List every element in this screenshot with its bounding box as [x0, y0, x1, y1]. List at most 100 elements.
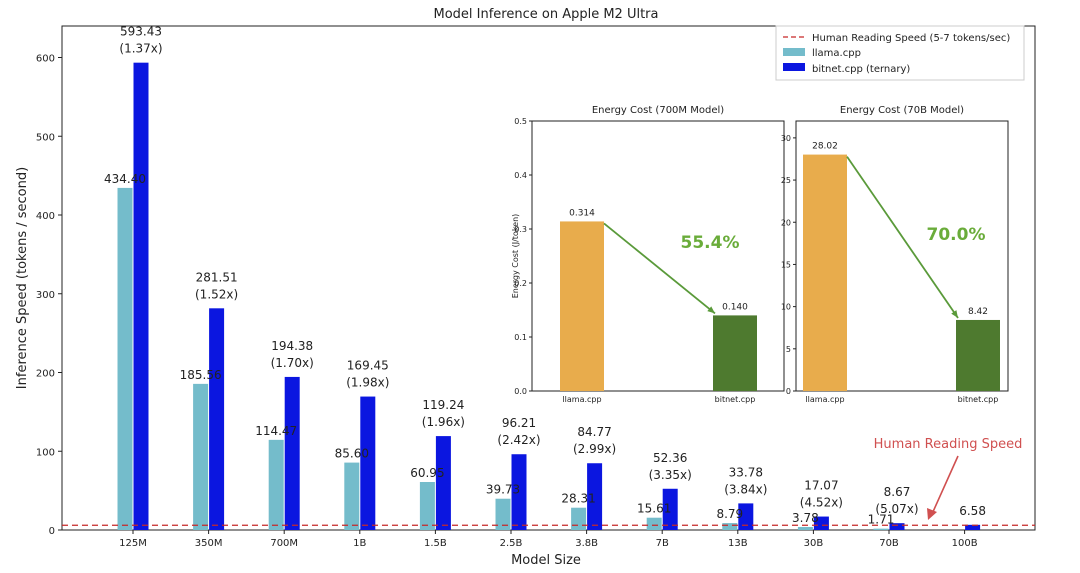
- inset-bar-label: 8.42: [968, 307, 988, 317]
- bar-label-llama-cpp: 1.71: [868, 513, 895, 527]
- inset-y-tick-label: 0: [786, 387, 791, 396]
- bar-label-bitnet-cpp: 96.21: [502, 416, 536, 430]
- bar-label-bitnet-cpp: 194.38: [271, 339, 313, 353]
- y-tick-label: 100: [36, 447, 55, 458]
- legend: Human Reading Speed (5-7 tokens/sec) lla…: [775, 25, 1025, 81]
- inset-bar-bitnet-cpp: [713, 315, 757, 391]
- bar-label-bitnet-cpp: 33.78: [729, 465, 763, 479]
- x-tick-label: 350M: [195, 538, 223, 549]
- inset-reduction-arrow: [603, 222, 716, 315]
- energy-cost-inset-1: Energy Cost (700M Model) 0.0 0.1 0.2 0.3 0.4 0…: [511, 105, 785, 404]
- bar-bitnet-cpp: [511, 454, 527, 530]
- bar-llama-cpp: [646, 517, 662, 530]
- bar-bitnet-cpp: [587, 463, 603, 530]
- inset-bar-bitnet-cpp: [956, 319, 1000, 391]
- legend-label-llama: llama.cpp: [812, 48, 861, 59]
- inset-y-tick-label: 20: [781, 218, 791, 227]
- inset-y-axis-label: Energy Cost (J/token): [511, 214, 520, 299]
- bar-bitnet-cpp: [889, 523, 905, 530]
- bar-llama-cpp: [419, 482, 435, 530]
- y-tick-label: 300: [36, 290, 55, 301]
- inset-y-tick-label: 0.2: [514, 279, 527, 288]
- y-axis-label: Inference Speed (tokens / second): [15, 167, 30, 389]
- bar-label-llama-cpp: 114.47: [255, 424, 297, 438]
- bar-label-bitnet-cpp: 281.51: [196, 270, 238, 284]
- legend-label-reference: Human Reading Speed (5-7 tokens/sec): [812, 33, 1010, 44]
- inset-y-tick-label: 5: [786, 345, 791, 354]
- inset-reduction-arrow-head: [951, 310, 958, 318]
- inset-bar-llama-cpp: [560, 221, 604, 391]
- inset-y-tick-label: 25: [781, 176, 791, 185]
- x-tick-label: 1B: [353, 538, 366, 549]
- bar-speedup-label: (1.96x): [422, 415, 465, 429]
- x-tick-label: 125M: [119, 538, 147, 549]
- bar-bitnet-cpp: [435, 436, 451, 530]
- inset-title: Energy Cost (700M Model): [592, 105, 724, 116]
- bar-llama-cpp: [268, 439, 284, 530]
- legend-frame: [775, 25, 1025, 81]
- bar-label-llama-cpp: 85.60: [335, 447, 369, 461]
- bar-llama-cpp: [344, 462, 360, 530]
- bar-label-llama-cpp: 28.31: [561, 492, 595, 506]
- inset-y-tick-label: 0.5: [514, 117, 527, 126]
- human-reading-speed-annotation: Human Reading Speed: [874, 437, 1023, 452]
- annotation-arrow-shaft: [931, 455, 959, 515]
- y-tick-label: 200: [36, 369, 55, 380]
- inset-y-tick-label: 30: [781, 134, 791, 143]
- x-axis-label: Model Size: [511, 553, 581, 568]
- bar-llama-cpp: [193, 383, 209, 530]
- bar-speedup-label: (3.35x): [649, 468, 692, 482]
- x-tick-label: 2.5B: [500, 538, 523, 549]
- inset-y-tick-label: 0.4: [514, 171, 527, 180]
- bar-bitnet-cpp: [965, 524, 981, 530]
- inset-reduction-label: 70.0%: [927, 225, 986, 245]
- bar-bitnet-cpp: [738, 503, 754, 530]
- inset-bar-label: 0.314: [569, 208, 595, 218]
- y-tick-label: 500: [36, 132, 55, 143]
- x-tick-label: 7B: [656, 538, 669, 549]
- bar-bitnet-cpp: [209, 308, 225, 530]
- inset-reduction-arrow-head: [707, 306, 715, 314]
- legend-swatch-bitnet: [783, 63, 805, 71]
- inset-x-tick-label: bitnet.cpp: [715, 395, 756, 404]
- bar-label-bitnet-cpp: 8.67: [884, 485, 911, 499]
- y-tick-label: 600: [36, 54, 55, 65]
- bar-bitnet-cpp: [133, 62, 149, 530]
- x-tick-label: 70B: [879, 538, 899, 549]
- x-tick-label: 3.8B: [575, 538, 598, 549]
- bar-llama-cpp: [571, 507, 587, 530]
- bar-speedup-label: (1.52x): [195, 287, 238, 301]
- legend-swatch-llama: [783, 48, 805, 56]
- inset-y-tick-label: 15: [781, 260, 791, 269]
- x-tick-label: 30B: [804, 538, 824, 549]
- bar-speedup-label: (2.42x): [497, 433, 540, 447]
- bar-bitnet-cpp: [360, 396, 376, 530]
- inset-x-tick-label: llama.cpp: [805, 395, 844, 404]
- bar-llama-cpp: [873, 528, 889, 530]
- bar-label-bitnet-cpp: 84.77: [577, 425, 611, 439]
- bar-label-llama-cpp: 434.40: [104, 172, 146, 186]
- inset-x-tick-label: bitnet.cpp: [958, 395, 999, 404]
- bar-label-llama-cpp: 3.78: [792, 511, 819, 525]
- bar-label-bitnet-cpp: 6.58: [959, 504, 986, 518]
- annotation-arrow-head: [927, 508, 937, 520]
- inset-y-tick-label: 0.3: [514, 225, 527, 234]
- inset-bar-label: 0.140: [722, 302, 748, 312]
- bar-label-bitnet-cpp: 17.07: [804, 479, 838, 493]
- bar-label-llama-cpp: 39.73: [486, 483, 520, 497]
- inset-y-tick-label: 0.0: [514, 387, 527, 396]
- inset-bar-llama-cpp: [803, 154, 847, 391]
- x-tick-label: 1.5B: [424, 538, 447, 549]
- bar-llama-cpp: [797, 527, 813, 530]
- bar-label-bitnet-cpp: 52.36: [653, 451, 687, 465]
- bar-speedup-label: (3.84x): [724, 482, 767, 496]
- bar-label-bitnet-cpp: 169.45: [347, 359, 389, 373]
- bar-label-llama-cpp: 60.95: [410, 466, 444, 480]
- bar-speedup-label: (1.70x): [271, 356, 314, 370]
- inset-bar-label: 28.02: [812, 142, 838, 152]
- bar-speedup-label: (1.37x): [119, 42, 162, 56]
- bar-llama-cpp: [117, 187, 133, 530]
- inset-title: Energy Cost (70B Model): [840, 105, 964, 116]
- chart-title: Model Inference on Apple M2 Ultra: [433, 7, 658, 22]
